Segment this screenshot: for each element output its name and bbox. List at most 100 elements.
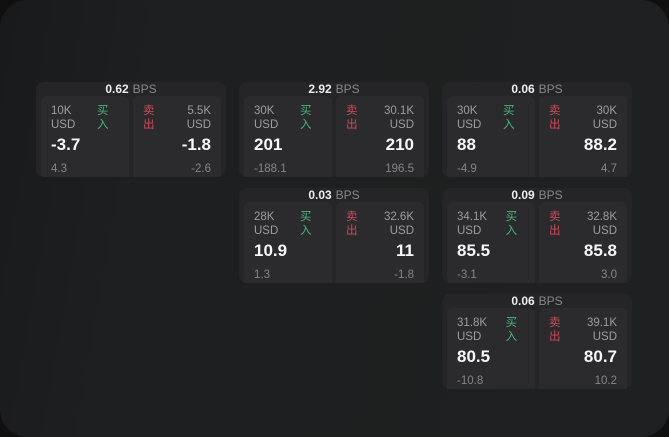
buy-panel-top: 30K USD 买入 bbox=[457, 104, 525, 132]
buy-side-label: 买入 bbox=[502, 105, 515, 131]
card-body: 30K USD 买入 88 -4.9 卖出 30K USD 88.2 4.7 bbox=[442, 96, 632, 177]
buy-panel[interactable]: 30K USD 买入 88 -4.9 bbox=[447, 96, 535, 177]
sell-side-label: 卖出 bbox=[346, 211, 358, 237]
card-body: 31.8K USD 买入 80.5 -10.8 卖出 39.1K USD 80.… bbox=[442, 308, 632, 389]
buy-price: 85.5 bbox=[457, 241, 491, 260]
sell-side-label: 卖出 bbox=[143, 105, 155, 131]
sell-side-label: 卖出 bbox=[346, 105, 358, 131]
buy-price: -3.7 bbox=[51, 135, 81, 154]
bps-unit: BPS bbox=[132, 82, 157, 96]
buy-side-label: 买入 bbox=[96, 105, 109, 131]
buy-panel-top: 28K USD 买入 bbox=[254, 210, 322, 238]
sell-delta: 3.0 bbox=[601, 269, 617, 281]
sell-price: 88.2 bbox=[583, 135, 617, 154]
sell-panel-top: 卖出 32.8K USD bbox=[549, 210, 617, 238]
sell-price: 11 bbox=[396, 241, 414, 260]
sell-panel[interactable]: 卖出 39.1K USD 80.7 10.2 bbox=[539, 308, 627, 389]
cards-grid: 0.62 BPS 10K USD 买入 -3.7 4.3 卖出 5.5K USD… bbox=[36, 82, 632, 389]
sell-delta: 4.7 bbox=[601, 163, 617, 175]
buy-panel[interactable]: 31.8K USD 买入 80.5 -10.8 bbox=[447, 308, 535, 389]
sell-side-label: 卖出 bbox=[549, 317, 561, 343]
sell-panel[interactable]: 卖出 32.6K USD 11 -1.8 bbox=[336, 202, 424, 283]
sell-notional: 32.8K USD bbox=[586, 211, 617, 237]
buy-side-label: 买入 bbox=[505, 211, 518, 237]
buy-panel[interactable]: 34.1K USD 买入 85.5 -3.1 bbox=[447, 202, 535, 283]
sell-notional: 30.1K USD bbox=[383, 105, 414, 131]
bps-value: 0.09 bbox=[511, 188, 535, 202]
card-body: 34.1K USD 买入 85.5 -3.1 卖出 32.8K USD 85.8… bbox=[442, 202, 632, 283]
card-header: 0.06 BPS bbox=[442, 294, 632, 308]
sell-notional: 5.5K USD bbox=[186, 105, 211, 131]
buy-panel-top: 34.1K USD 买入 bbox=[457, 210, 525, 238]
buy-panel-top: 30K USD 买入 bbox=[254, 104, 322, 132]
bps-unit: BPS bbox=[538, 82, 563, 96]
sell-price: -1.8 bbox=[181, 135, 211, 154]
buy-notional: 30K USD bbox=[457, 105, 482, 131]
card-header: 2.92 BPS bbox=[239, 82, 429, 96]
buy-price: 10.9 bbox=[254, 241, 288, 260]
bps-unit: BPS bbox=[538, 188, 563, 202]
sell-panel-top: 卖出 30.1K USD bbox=[346, 104, 414, 132]
buy-delta: 1.3 bbox=[254, 269, 270, 281]
sell-delta: 196.5 bbox=[385, 163, 414, 175]
bps-unit: BPS bbox=[335, 82, 360, 96]
buy-delta: -4.9 bbox=[457, 163, 477, 175]
buy-panel-top: 31.8K USD 买入 bbox=[457, 316, 525, 344]
quote-card: 0.06 BPS 31.8K USD 买入 80.5 -10.8 卖出 39.1… bbox=[442, 294, 632, 389]
sell-notional: 32.6K USD bbox=[383, 211, 414, 237]
buy-panel[interactable]: 10K USD 买入 -3.7 4.3 bbox=[41, 96, 129, 177]
buy-side-label: 买入 bbox=[299, 211, 312, 237]
quote-card: 0.09 BPS 34.1K USD 买入 85.5 -3.1 卖出 32.8K… bbox=[442, 188, 632, 283]
bps-value: 0.03 bbox=[308, 188, 332, 202]
sell-price: 85.8 bbox=[583, 241, 617, 260]
sell-panel[interactable]: 卖出 30K USD 88.2 4.7 bbox=[539, 96, 627, 177]
buy-panel[interactable]: 28K USD 买入 10.9 1.3 bbox=[244, 202, 332, 283]
buy-notional: 31.8K USD bbox=[457, 317, 488, 343]
sell-delta: -2.6 bbox=[191, 163, 211, 175]
card-body: 28K USD 买入 10.9 1.3 卖出 32.6K USD 11 -1.8 bbox=[239, 202, 429, 283]
buy-notional: 34.1K USD bbox=[457, 211, 488, 237]
buy-side-label: 买入 bbox=[299, 105, 312, 131]
sell-panel[interactable]: 卖出 32.8K USD 85.8 3.0 bbox=[539, 202, 627, 283]
sell-price: 210 bbox=[385, 135, 414, 154]
quote-card: 0.03 BPS 28K USD 买入 10.9 1.3 卖出 32.6K US… bbox=[239, 188, 429, 283]
sell-price: 80.7 bbox=[583, 347, 617, 366]
buy-delta: 4.3 bbox=[51, 163, 67, 175]
bps-value: 0.06 bbox=[511, 82, 535, 96]
card-header: 0.62 BPS bbox=[36, 82, 226, 96]
bps-unit: BPS bbox=[335, 188, 360, 202]
buy-notional: 10K USD bbox=[51, 105, 76, 131]
card-body: 10K USD 买入 -3.7 4.3 卖出 5.5K USD -1.8 -2.… bbox=[36, 96, 226, 177]
buy-price: 80.5 bbox=[457, 347, 491, 366]
buy-notional: 28K USD bbox=[254, 211, 279, 237]
bps-value: 0.06 bbox=[511, 294, 535, 308]
sell-panel-top: 卖出 39.1K USD bbox=[549, 316, 617, 344]
bps-value: 0.62 bbox=[105, 82, 129, 96]
quote-card: 0.62 BPS 10K USD 买入 -3.7 4.3 卖出 5.5K USD… bbox=[36, 82, 226, 177]
sell-delta: -1.8 bbox=[394, 269, 414, 281]
buy-price: 201 bbox=[254, 135, 283, 154]
bps-unit: BPS bbox=[538, 294, 563, 308]
buy-price: 88 bbox=[457, 135, 476, 154]
sell-panel-top: 卖出 32.6K USD bbox=[346, 210, 414, 238]
sell-delta: 10.2 bbox=[594, 375, 617, 387]
sell-panel-top: 卖出 30K USD bbox=[549, 104, 617, 132]
buy-panel[interactable]: 30K USD 买入 201 -188.1 bbox=[244, 96, 332, 177]
card-header: 0.03 BPS bbox=[239, 188, 429, 202]
buy-side-label: 买入 bbox=[505, 317, 518, 343]
sell-panel-top: 卖出 5.5K USD bbox=[143, 104, 211, 132]
card-header: 0.06 BPS bbox=[442, 82, 632, 96]
quote-card: 0.06 BPS 30K USD 买入 88 -4.9 卖出 30K USD 8… bbox=[442, 82, 632, 177]
sell-panel[interactable]: 卖出 30.1K USD 210 196.5 bbox=[336, 96, 424, 177]
sell-notional: 30K USD bbox=[592, 105, 617, 131]
buy-panel-top: 10K USD 买入 bbox=[51, 104, 119, 132]
quote-card: 2.92 BPS 30K USD 买入 201 -188.1 卖出 30.1K … bbox=[239, 82, 429, 177]
bps-value: 2.92 bbox=[308, 82, 332, 96]
sell-side-label: 卖出 bbox=[549, 211, 561, 237]
sell-side-label: 卖出 bbox=[549, 105, 561, 131]
sell-panel[interactable]: 卖出 5.5K USD -1.8 -2.6 bbox=[133, 96, 221, 177]
card-body: 30K USD 买入 201 -188.1 卖出 30.1K USD 210 1… bbox=[239, 96, 429, 177]
buy-delta: -3.1 bbox=[457, 269, 477, 281]
buy-delta: -10.8 bbox=[457, 375, 484, 387]
